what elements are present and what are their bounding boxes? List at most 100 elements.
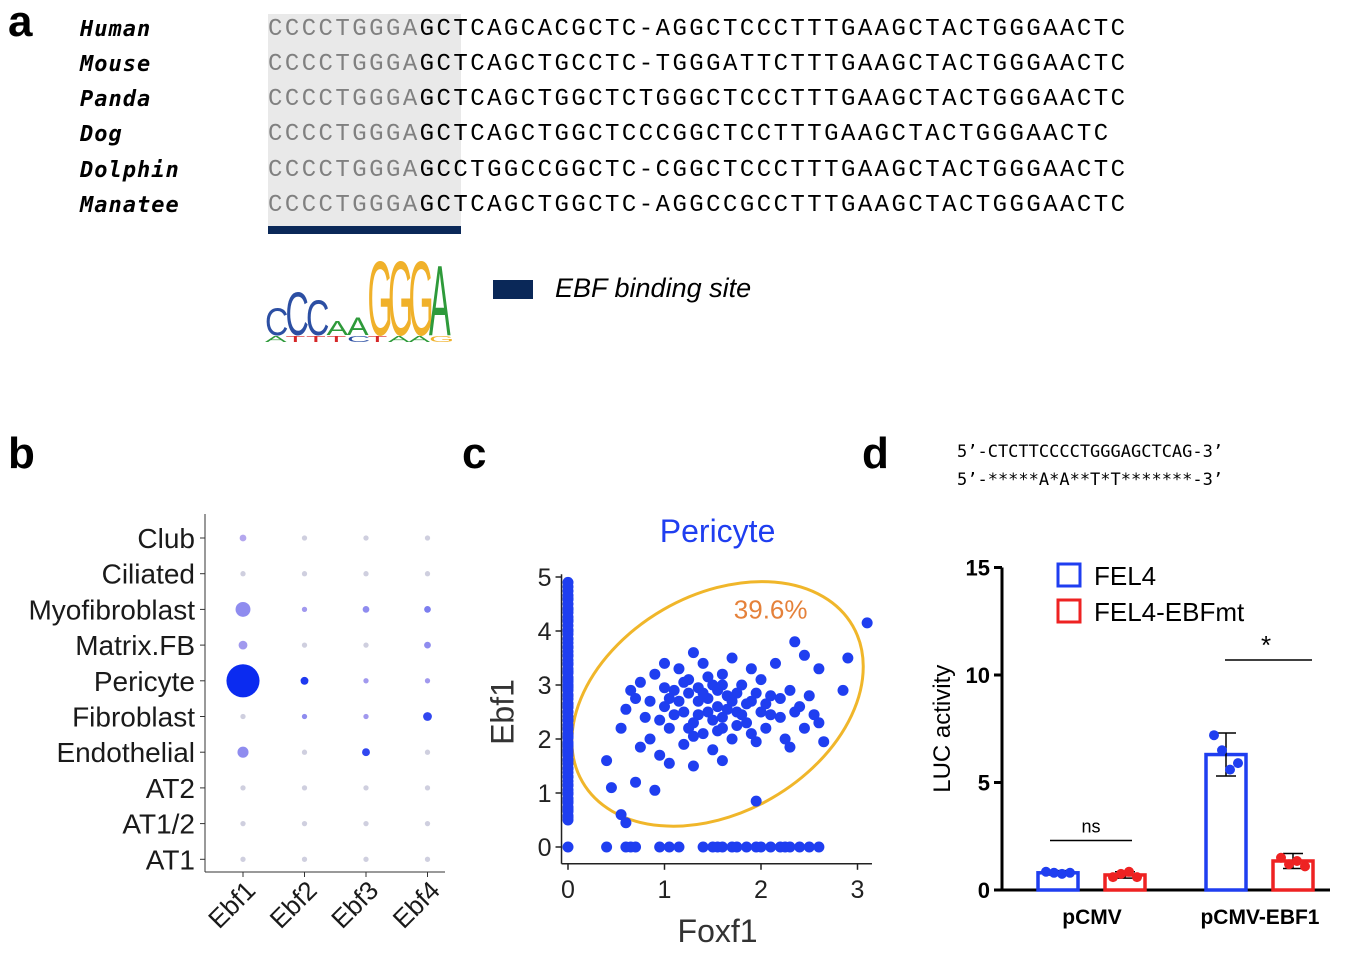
data-point <box>630 776 642 788</box>
oligo-mutant: 5’-*****A*A**T*T*******-3’ <box>957 470 1224 490</box>
y-tick-label: 0 <box>538 834 552 862</box>
expression-dot <box>240 785 246 791</box>
data-point <box>750 687 762 699</box>
data-point <box>813 663 825 675</box>
y-tick-label: 4 <box>538 618 552 646</box>
data-point <box>702 671 714 683</box>
gate-ellipse <box>570 580 865 828</box>
data-point <box>659 682 670 694</box>
data-point <box>818 736 830 748</box>
flanking-sequence: GCTCAGCTGCCTC-TGGGATTCTTTGAAGCTACTGGGAAC… <box>419 51 1128 78</box>
motif-sequence: CCCCTGGGA <box>268 51 420 78</box>
data-point <box>649 668 661 680</box>
data-point <box>692 695 704 707</box>
percent-annotation: 39.6% <box>734 594 808 624</box>
data-point <box>601 841 613 853</box>
data-point <box>784 741 796 753</box>
logo-letter: C <box>347 335 370 344</box>
logo-letter: C <box>306 290 329 346</box>
expression-dot <box>363 678 369 684</box>
y-tick-label: Ciliated <box>102 559 195 590</box>
data-point <box>765 690 777 702</box>
x-tick-label: Ebf2 <box>264 875 323 934</box>
data-point <box>794 701 806 713</box>
data-point <box>774 711 786 723</box>
data-point <box>601 755 613 767</box>
panel-label-c: c <box>462 429 487 478</box>
x-tick-label: Ebf4 <box>387 875 446 934</box>
y-tick-label: Fibroblast <box>72 702 195 733</box>
y-axis-label: LUC activity <box>929 665 956 793</box>
flanking-sequence: GCTCAGCTGGCTCTGGGCTCCCTTTGAAGCTACTGGGAAC… <box>419 86 1128 113</box>
y-tick-label: Matrix.FB <box>75 630 195 661</box>
expression-dot <box>363 642 369 648</box>
data-point <box>625 684 637 696</box>
panel-label-a: a <box>8 0 33 46</box>
logo-letter: G <box>429 335 454 344</box>
expression-dot <box>424 749 431 755</box>
data-point <box>716 711 728 723</box>
data-point <box>755 674 767 686</box>
species-label: Manatee <box>80 193 180 218</box>
data-point <box>813 841 825 853</box>
legend-label: FEL4 <box>1094 561 1156 591</box>
motif-highlight <box>268 14 461 226</box>
replicate-point <box>1209 730 1219 741</box>
data-point <box>634 741 646 753</box>
data-point <box>716 668 728 680</box>
logo-letter: A <box>429 243 451 356</box>
data-point <box>697 841 709 853</box>
scatter-plot: 0 1 2 3 4 5 0 1 2 3 Foxf1 Ebf1 Pericyte 39.6% <box>485 513 873 949</box>
expression-dot <box>301 820 308 827</box>
data-point <box>731 687 743 699</box>
expression-dot <box>300 676 309 685</box>
expression-dot <box>301 606 308 613</box>
expression-dot <box>424 785 431 791</box>
data-point <box>707 714 719 726</box>
replicate-point <box>1300 861 1310 872</box>
species-label: Panda <box>80 87 152 112</box>
replicate-point <box>1049 867 1059 878</box>
data-point <box>750 795 762 807</box>
motif-sequence: CCCCTGGGA <box>268 157 420 184</box>
data-point <box>726 652 738 664</box>
data-point <box>794 841 806 853</box>
expression-dot <box>424 571 431 577</box>
sequence-row: CCCCTGGGAGCTCAGCTGGCTCCCGGCTCCTTTGAAGCTA… <box>268 121 1111 148</box>
data-point <box>716 755 728 767</box>
data-point <box>634 676 646 688</box>
data-point <box>712 725 724 737</box>
replicate-point <box>1132 872 1142 883</box>
replicate-point <box>1225 764 1235 775</box>
logo-letter: A <box>409 335 431 344</box>
oligo-wildtype: 5’-CTCTTCCCCTGGGAGCTCAG-3’ <box>957 442 1224 462</box>
data-point <box>673 695 685 707</box>
flanking-sequence: GCTCAGCTGGCTC-AGGCCGCCTTTGAAGCTACTGGGAAC… <box>419 192 1128 219</box>
species-label: Dolphin <box>80 158 180 183</box>
x-tick-label: Ebf3 <box>325 875 384 934</box>
data-point <box>615 809 627 821</box>
expression-dot <box>363 820 369 827</box>
data-point <box>837 684 849 696</box>
data-point <box>741 841 753 853</box>
legend-swatch <box>493 280 533 299</box>
data-point <box>721 703 733 715</box>
expression-dot <box>424 535 431 541</box>
data-point <box>779 733 791 745</box>
data-point <box>808 709 820 721</box>
logo-letter: C <box>286 281 309 349</box>
y-tick-label: Myofibroblast <box>28 594 195 625</box>
data-point <box>716 679 728 691</box>
data-point <box>803 841 815 853</box>
expression-dot <box>363 713 369 720</box>
data-point <box>697 728 709 740</box>
expression-dot <box>238 640 248 650</box>
data-point <box>798 722 810 734</box>
logo-letter: T <box>327 335 347 344</box>
legend-swatch <box>1056 598 1082 624</box>
data-point <box>678 706 690 718</box>
x-tick-label: 0 <box>561 876 575 904</box>
expression-dot <box>301 749 308 755</box>
y-tick-label: 2 <box>538 726 552 754</box>
logo-letter: T <box>306 335 326 344</box>
